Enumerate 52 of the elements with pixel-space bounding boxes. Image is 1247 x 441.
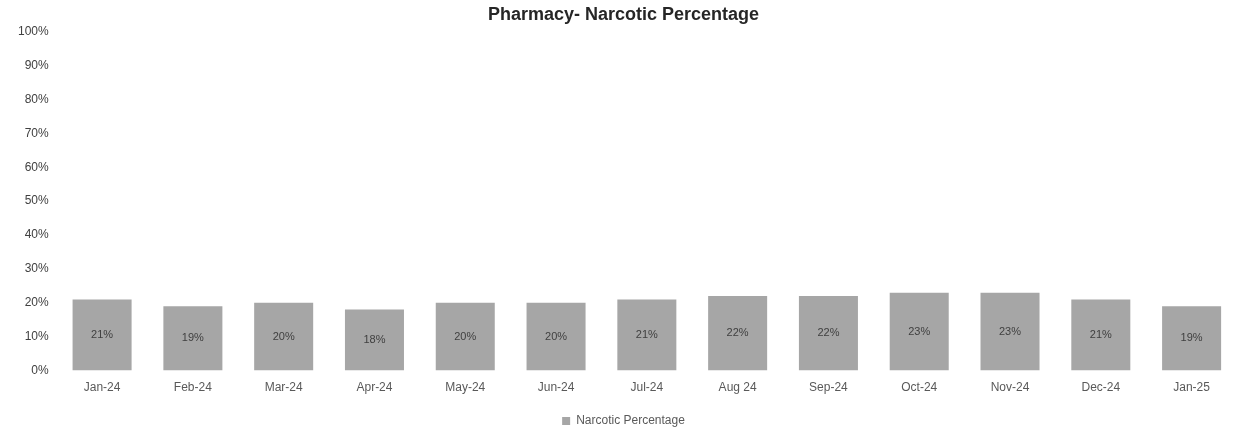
y-tick-label: 10%: [24, 329, 50, 344]
y-tick-label: 100%: [17, 23, 50, 38]
data-label: 20%: [545, 329, 568, 342]
y-tick-label: 40%: [24, 227, 50, 242]
bar: [526, 302, 586, 371]
bar: [1162, 306, 1222, 371]
y-tick-label: 50%: [24, 193, 50, 208]
y-tick-label: 70%: [24, 125, 50, 140]
x-tick-label: Jan-24: [83, 380, 121, 395]
bar: [980, 292, 1040, 371]
data-label: 19%: [1180, 331, 1203, 344]
data-label: 19%: [181, 331, 205, 344]
y-tick-label: 60%: [24, 159, 50, 174]
bar: [72, 299, 132, 371]
data-label: 20%: [272, 329, 295, 342]
data-label: 21%: [635, 328, 659, 341]
x-tick-label: Sep-24: [809, 380, 849, 395]
bar: [617, 299, 677, 371]
legend-label: Narcotic Percentage: [576, 413, 686, 428]
x-tick-label: Apr-24: [356, 380, 393, 395]
bar: [798, 296, 858, 371]
x-tick-label: Aug 24: [718, 380, 757, 395]
y-tick-label: 0%: [31, 362, 50, 377]
x-tick-label: May-24: [445, 380, 486, 395]
data-label: 22%: [817, 326, 840, 339]
bar: [435, 302, 495, 371]
data-label: 22%: [726, 326, 749, 339]
bar: [254, 302, 314, 371]
data-label: 18%: [363, 333, 386, 346]
x-tick-label: Jul-24: [630, 380, 664, 395]
y-tick-label: 90%: [24, 57, 50, 72]
x-tick-label: Oct-24: [901, 380, 938, 395]
data-label: 21%: [1089, 328, 1113, 341]
chart-title: Pharmacy- Narcotic Percentage: [487, 3, 760, 24]
y-tick-label: 30%: [24, 261, 50, 276]
x-tick-label: Jun-24: [537, 380, 575, 395]
x-tick-label: Feb-24: [173, 380, 213, 395]
data-label: 23%: [999, 324, 1022, 337]
x-tick-label: Nov-24: [990, 380, 1030, 395]
data-label: 21%: [91, 328, 114, 341]
bar: [1071, 299, 1131, 371]
data-label: 23%: [908, 324, 931, 337]
bar: [163, 306, 223, 371]
x-tick-label: Dec-24: [1081, 380, 1121, 395]
y-tick-label: 20%: [24, 295, 50, 310]
bar: [708, 296, 768, 371]
bar: [344, 309, 404, 371]
x-tick-label: Mar-24: [264, 380, 303, 395]
x-tick-label: Jan-25: [1173, 380, 1211, 395]
y-tick-label: 80%: [24, 91, 50, 106]
data-label: 20%: [454, 329, 477, 342]
bar: [889, 292, 949, 371]
